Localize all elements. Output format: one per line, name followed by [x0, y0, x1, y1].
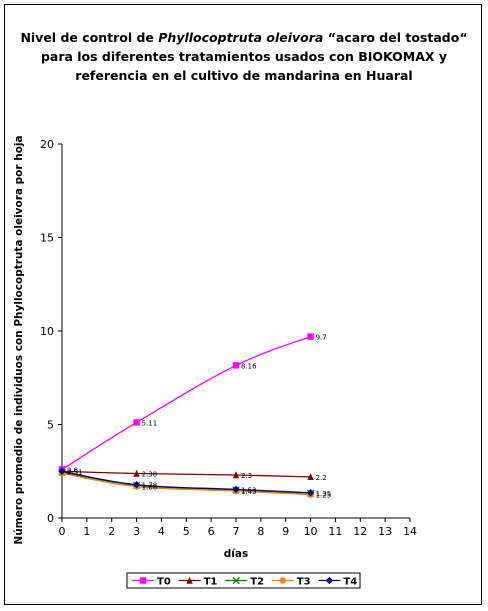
- series-line: [61, 470, 311, 494]
- data-point: [307, 473, 314, 481]
- data-label: 2.2: [316, 474, 327, 482]
- legend-label: T2: [250, 577, 264, 588]
- data-point: [307, 333, 314, 340]
- legend-swatch-marker: [325, 576, 334, 585]
- series-t4: 2.51 1.78 1.53 1.35: [58, 467, 332, 498]
- title-line1-italic: Phyllocoptruta oleivora: [158, 30, 324, 45]
- data-label: 2.3: [241, 472, 252, 480]
- legend-swatch-marker: [279, 577, 286, 584]
- data-point: [133, 469, 140, 477]
- y-tick-label: 15: [40, 232, 54, 245]
- legend-swatch-marker: [186, 576, 193, 584]
- y-tick-label: 0: [47, 512, 54, 525]
- legend-swatch-marker: [139, 577, 147, 584]
- title-line1-after: “acaro del tostado“: [323, 30, 468, 45]
- y-tick-label: 20: [40, 138, 54, 151]
- data-label: 5.11: [142, 419, 158, 427]
- legend-item-t3: T3: [271, 577, 311, 588]
- x-tick-label: 8: [257, 525, 264, 538]
- legend-item-t2: T2: [225, 577, 264, 588]
- data-label: 9.7: [316, 334, 327, 342]
- data-point: [232, 362, 240, 369]
- x-tick-label: 11: [328, 525, 342, 538]
- data-point: [232, 471, 240, 479]
- x-tick-label: 1: [83, 525, 90, 538]
- title-line2: para los diferentes tratamientos usados …: [40, 49, 448, 64]
- data-point: [306, 489, 315, 497]
- legend-label: T3: [297, 577, 311, 588]
- chart-title: Nivel de control de Phyllocoptruta oleiv…: [20, 28, 468, 85]
- title-line3: referencia en el cultivo de mandarina en…: [75, 68, 413, 83]
- data-label: 2.38: [142, 470, 158, 478]
- data-point: [232, 485, 240, 494]
- data-label: 8.16: [241, 362, 257, 370]
- x-tick-label: 14: [403, 525, 417, 538]
- data-label: 1.68: [142, 484, 158, 492]
- legend-label: T0: [157, 577, 171, 588]
- series-line: [61, 336, 311, 470]
- legend-item-t0: T0: [132, 577, 171, 588]
- data-point: [133, 419, 140, 426]
- x-tick-label: 2: [108, 525, 115, 538]
- x-tick-label: 0: [59, 525, 66, 538]
- y-tick-label: 5: [47, 419, 54, 432]
- data-label: 1.25: [316, 492, 332, 500]
- legend-swatch-marker: [232, 576, 240, 585]
- x-tick-label: 10: [304, 525, 318, 538]
- data-label: 2.51: [67, 468, 83, 476]
- data-label: 2.5: [67, 468, 78, 476]
- data-label: 1.45: [241, 488, 257, 496]
- x-tick-label: 5: [183, 525, 190, 538]
- x-tick-label: 6: [208, 525, 215, 538]
- data-label: 1.53: [241, 486, 257, 494]
- legend-label: T4: [343, 577, 357, 588]
- x-tick-label: 12: [353, 525, 367, 538]
- x-tick-label: 13: [378, 525, 392, 538]
- x-tick-label: 7: [233, 525, 240, 538]
- y-tick-label: 10: [40, 325, 54, 338]
- y-axis-label: Número promedio de individuos con Phyllo…: [13, 135, 25, 544]
- legend-item-t4: T4: [318, 577, 357, 588]
- x-tick-label: 4: [158, 525, 165, 538]
- series-t1: 2.5 2.38 2.3 2.2: [58, 467, 327, 482]
- legend-label: T1: [204, 577, 218, 588]
- series-line: [61, 470, 311, 478]
- data-label: 1.78: [142, 482, 158, 490]
- x-axis-label: días: [224, 548, 248, 560]
- legend-item-t1: T1: [178, 576, 218, 588]
- series-t0: 2.6 5.11 8.16 9.7: [58, 333, 327, 474]
- series-layer: 2.65.118.169.72.5 2.38 2.3 2.21.681.45 1.252…: [58, 333, 332, 500]
- data-label: 2.6: [67, 466, 79, 474]
- series-line: [61, 472, 311, 496]
- chart-frame: [4, 4, 482, 605]
- data-label: 1.35: [316, 490, 332, 498]
- x-tick-label: 3: [133, 525, 140, 538]
- data-point: [132, 481, 141, 489]
- legend: T0 T1 T2 T3 T4: [126, 572, 361, 589]
- data-point: [58, 467, 66, 475]
- title-line1-before: Nivel de control de: [20, 30, 159, 45]
- x-tick-label: 9: [282, 525, 289, 538]
